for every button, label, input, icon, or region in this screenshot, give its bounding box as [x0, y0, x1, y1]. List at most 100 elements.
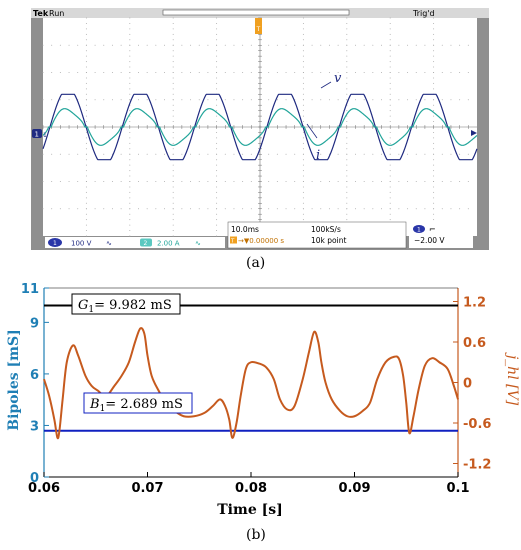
graticule-dot [172, 142, 174, 144]
graticule-dot [424, 99, 426, 101]
graticule-dot [172, 33, 174, 35]
graticule-dot [181, 208, 183, 210]
graticule-dot [129, 142, 131, 144]
y-axis-right-label: j_hl [V] [504, 352, 520, 406]
graticule-dot [302, 181, 304, 182]
graticule-dot [381, 72, 383, 73]
graticule-dot [467, 44, 469, 46]
graticule-dot [85, 66, 87, 68]
graticule-dot [276, 181, 278, 182]
graticule-dot [51, 44, 53, 46]
graticule-dot [285, 153, 287, 155]
graticule-dot [294, 72, 296, 73]
graticule-dot [155, 44, 157, 46]
graticule-dot [433, 164, 435, 166]
graticule-dot [172, 110, 174, 112]
graticule-dot [129, 197, 131, 199]
graticule-dot [120, 72, 122, 73]
graticule-dot [216, 33, 218, 35]
graticule-dot [190, 99, 192, 101]
graticule-dot [68, 99, 70, 101]
graticule-dot [346, 164, 348, 166]
graticule-dot [216, 50, 218, 52]
graticule-dot [337, 208, 339, 210]
graticule-dot [346, 202, 348, 204]
graticule-dot [433, 77, 435, 79]
graticule-dot [346, 213, 348, 215]
graticule-dot [129, 235, 131, 237]
graticule-dot [59, 44, 61, 46]
sample-rate: 100kS/s [311, 225, 341, 234]
graticule-dot [129, 39, 131, 41]
graticule-dot [433, 153, 435, 155]
graticule-dot [415, 181, 417, 182]
graticule-dot [129, 61, 131, 63]
graticule-dot [346, 175, 348, 177]
trigger-level: −2.00 V [414, 236, 445, 245]
graticule-dot [450, 72, 452, 73]
graticule-dot [302, 17, 304, 19]
graticule-dot [85, 202, 87, 204]
graticule-dot [389, 61, 391, 63]
graticule-dot [346, 93, 348, 95]
graticule-dot [172, 164, 174, 166]
graticule-dot [216, 77, 218, 79]
graticule-dot [389, 22, 391, 24]
graticule-dot [85, 208, 87, 210]
graticule-dot [407, 153, 409, 155]
g1-annotation-box [71, 293, 181, 315]
graticule-dot [129, 191, 131, 193]
graticule-dot [103, 153, 105, 155]
graticule-dot [276, 44, 278, 46]
graticule-dot [285, 208, 287, 210]
graticule-dot [346, 44, 348, 46]
graticule-dot [172, 213, 174, 215]
graticule-dot [346, 181, 348, 182]
graticule-dot [42, 181, 44, 182]
graticule-dot [320, 99, 322, 101]
graticule-dot [433, 99, 435, 101]
graticule-dot [172, 153, 174, 155]
graticule-dot [302, 44, 304, 46]
graticule-dot [198, 72, 200, 73]
graticule-dot [328, 44, 330, 46]
graticule-dot [407, 99, 409, 101]
graticule-dot [354, 153, 356, 155]
graticule-dot [137, 99, 139, 101]
graticule-dot [459, 99, 461, 101]
graticule-dot [441, 208, 443, 210]
graticule-dot [354, 72, 356, 73]
graticule-dot [172, 39, 174, 41]
graticule-dot [346, 121, 348, 123]
graticule-dot [51, 99, 53, 101]
graticule-dot [302, 115, 304, 117]
graticule-dot [302, 202, 304, 204]
graticule-dot [467, 181, 469, 182]
graticule-dot [346, 142, 348, 144]
graticule-dot [216, 213, 218, 215]
graticule-dot [389, 208, 391, 210]
graticule-dot [59, 181, 61, 182]
graticule-dot [389, 39, 391, 41]
graticule-dot [346, 99, 348, 101]
timebase-status-box [227, 221, 407, 249]
graticule-dot [302, 159, 304, 161]
graticule-dot [346, 61, 348, 63]
graticule-dot [389, 153, 391, 155]
trigger-position-marker-label: T [256, 26, 261, 33]
graticule-dot [450, 181, 452, 182]
y-left-tick-label: 9 [30, 316, 39, 331]
graticule-dot [216, 17, 218, 19]
graticule-dot [459, 208, 461, 210]
graticule-dot [85, 164, 87, 166]
graticule-dot [216, 110, 218, 112]
graticule-dot [250, 181, 252, 182]
graticule-dot [302, 39, 304, 41]
graticule-dot [415, 153, 417, 155]
graticule-dot [51, 72, 53, 73]
graticule-dot [137, 208, 139, 210]
graticule-dot [59, 208, 61, 210]
graticule-dot [42, 208, 44, 210]
graticule-dot [216, 202, 218, 204]
graticule-dot [320, 72, 322, 73]
